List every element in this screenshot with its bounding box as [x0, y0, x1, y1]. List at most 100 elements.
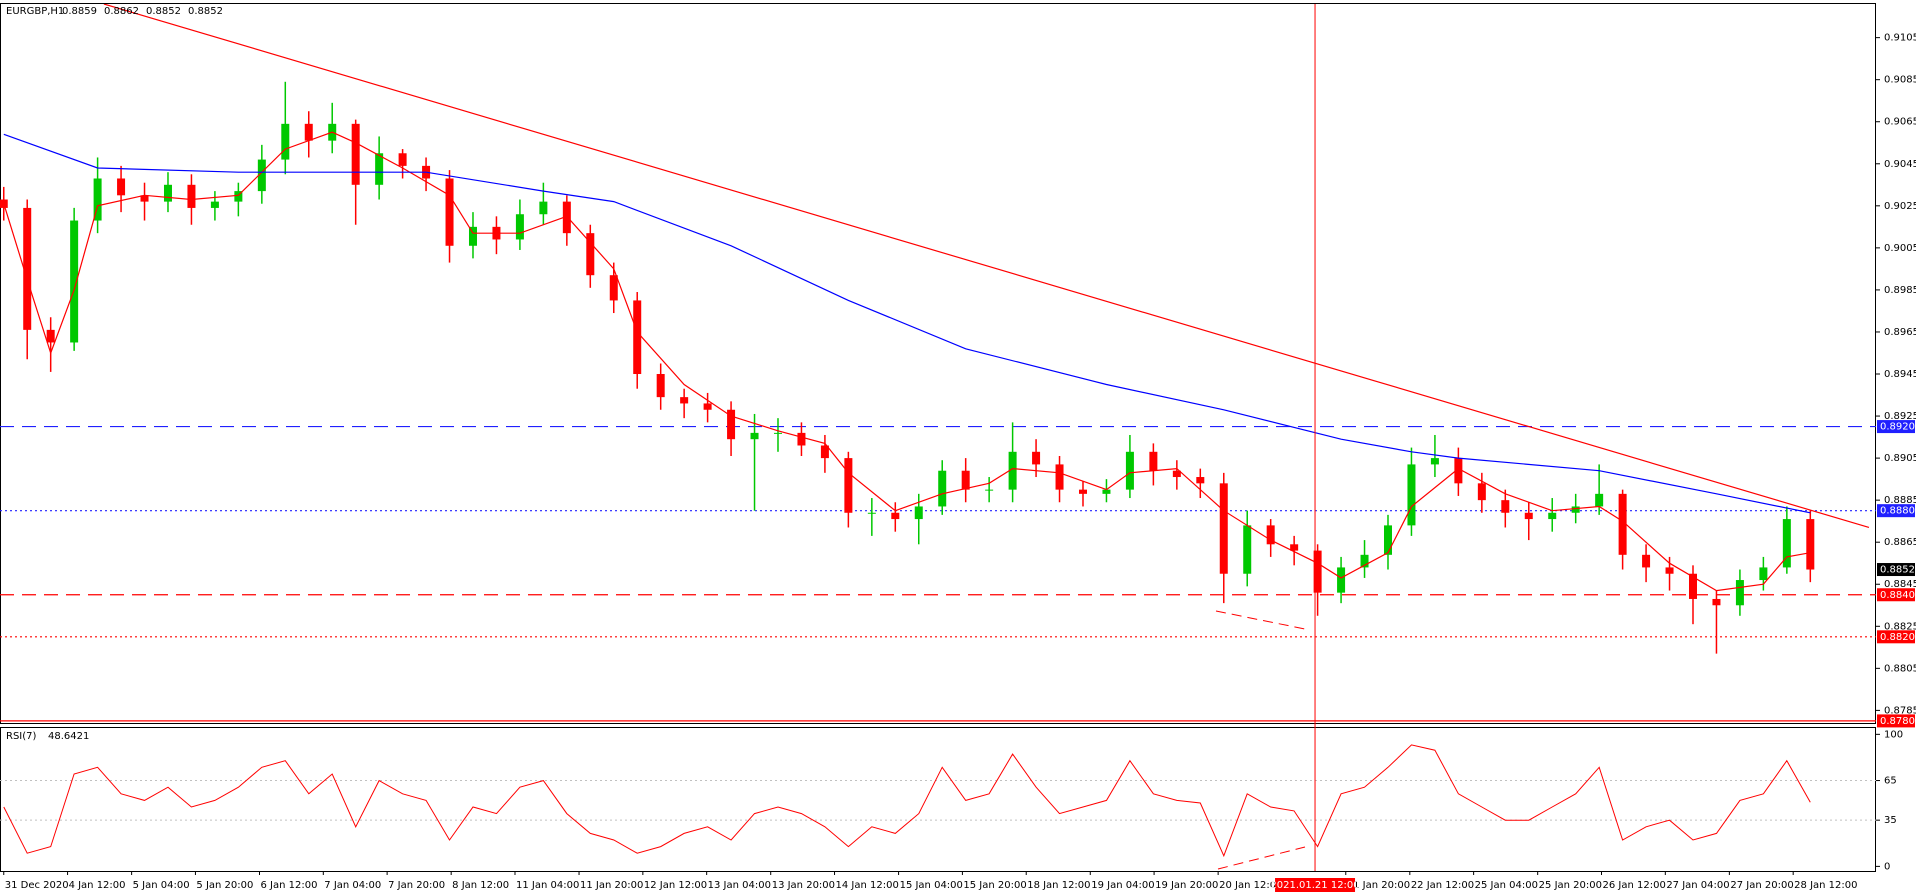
- candle-body: [961, 470, 970, 490]
- level-label: 0.8920: [1880, 422, 1915, 433]
- candle-body: [1337, 567, 1346, 593]
- y-tick-label: 0.9045: [1884, 159, 1916, 170]
- candle-body: [820, 445, 829, 459]
- x-tick-label: 13 Jan 20:00: [772, 880, 835, 891]
- x-tick-label: 27 Jan 20:00: [1730, 880, 1793, 891]
- y-tick-label: 0.9065: [1884, 117, 1916, 128]
- main-panel: [0, 4, 1876, 722]
- candle-body: [281, 123, 290, 160]
- candle-body: [985, 489, 994, 491]
- candle-body: [375, 153, 384, 185]
- x-tick-label: 26 Jan 12:00: [1602, 880, 1665, 891]
- rsi-y-tick-label: 35: [1884, 815, 1897, 826]
- x-tick-label: 25 Jan 04:00: [1475, 880, 1538, 891]
- candle-body: [1078, 489, 1087, 494]
- candle-body: [1290, 544, 1299, 551]
- x-tick-label: 12 Jan 12:00: [644, 880, 707, 891]
- candle-body: [844, 458, 853, 513]
- cursor-label: 2021.01.21 12:00: [1270, 880, 1359, 891]
- candle-body: [140, 195, 149, 202]
- last-price: 0.8852: [1880, 565, 1915, 576]
- candle-body: [1571, 506, 1580, 513]
- divergence-line: [1215, 610, 1306, 630]
- candle-body: [1782, 519, 1791, 568]
- trendline: [103, 4, 1870, 529]
- header-price: 0.8852: [188, 6, 223, 17]
- candle-body: [1360, 554, 1369, 568]
- candle-body: [1759, 567, 1768, 581]
- candle-body: [727, 409, 736, 440]
- candle-body: [1172, 470, 1181, 478]
- moving-average: [3, 131, 1811, 592]
- candle-body: [1454, 458, 1463, 484]
- candle-body: [1595, 493, 1604, 507]
- candle-body: [1125, 451, 1134, 490]
- y-tick-label: 0.8965: [1884, 327, 1916, 338]
- rsi-name: RSI(7): [6, 731, 37, 742]
- y-tick-label: 0.8885: [1884, 495, 1916, 506]
- rsi-panel: [0, 744, 1876, 858]
- candle-body: [1806, 519, 1815, 570]
- candle-body: [1642, 554, 1651, 568]
- y-tick-label: 0.8985: [1884, 285, 1916, 296]
- candle-body: [1149, 451, 1158, 471]
- x-tick-label: 4 Jan 12:00: [69, 880, 126, 891]
- candle-body: [23, 207, 32, 330]
- x-tick-label: 6 Jan 12:00: [260, 880, 317, 891]
- candle-body: [1243, 525, 1252, 574]
- candle-body: [398, 153, 407, 166]
- candle-body: [70, 220, 79, 343]
- x-tick-label: 15 Jan 20:00: [963, 880, 1026, 891]
- candle-body: [234, 191, 243, 202]
- x-tick-label: 28 Jan 12:00: [1794, 880, 1857, 891]
- x-tick-label: 7 Jan 04:00: [324, 880, 381, 891]
- y-tick-label: 0.8805: [1884, 663, 1916, 674]
- y-tick-label: 0.9085: [1884, 75, 1916, 86]
- y-tick-label: 0.9025: [1884, 201, 1916, 212]
- candle-body: [539, 201, 548, 215]
- candle-body: [1219, 483, 1228, 574]
- candle-body: [1501, 500, 1510, 513]
- candle-body: [351, 123, 360, 185]
- candle-body: [1735, 580, 1744, 606]
- x-tick-label: 19 Jan 04:00: [1091, 880, 1154, 891]
- divergence-line: [1217, 846, 1306, 870]
- candle-body: [1430, 458, 1439, 465]
- level-tag: [1877, 420, 1915, 434]
- candle-body: [1055, 464, 1064, 490]
- candle-body: [680, 397, 689, 404]
- level-label: 0.8820: [1880, 632, 1915, 643]
- y-tick-label: 0.8785: [1884, 705, 1916, 716]
- x-tick-label: 11 Jan 20:00: [580, 880, 643, 891]
- candle-body: [187, 184, 196, 208]
- candle-body: [633, 300, 642, 375]
- candle-body: [163, 184, 172, 202]
- candle-body: [1102, 489, 1111, 494]
- candle-body: [1407, 464, 1416, 526]
- candle-body: [46, 329, 55, 343]
- header-price: 0.8862: [104, 6, 139, 17]
- level-tag: [1877, 504, 1915, 518]
- candle-body: [891, 512, 900, 520]
- moving-average: [3, 133, 1811, 514]
- x-tick-label: 27 Jan 04:00: [1666, 880, 1729, 891]
- candle-body: [562, 201, 571, 234]
- candle-body: [445, 178, 454, 246]
- candle-body: [117, 178, 126, 196]
- candle-body: [1196, 477, 1205, 484]
- x-tick-label: 13 Jan 04:00: [708, 880, 771, 891]
- y-tick-label: 0.9005: [1884, 243, 1916, 254]
- x-tick-label: 20 Jan 12:00: [1219, 880, 1282, 891]
- candle-body: [867, 512, 876, 514]
- candle-body: [773, 432, 782, 434]
- candle-body: [1665, 567, 1674, 574]
- candle-body: [1313, 550, 1322, 593]
- candle-body: [515, 214, 524, 240]
- rsi-y-tick-label: 0: [1884, 861, 1890, 872]
- candle-body: [1477, 483, 1486, 501]
- level-tag: [1877, 630, 1915, 644]
- candle-body: [1712, 598, 1721, 606]
- main-frame: [0, 3, 1876, 724]
- x-tick-label: 22 Jan 12:00: [1411, 880, 1474, 891]
